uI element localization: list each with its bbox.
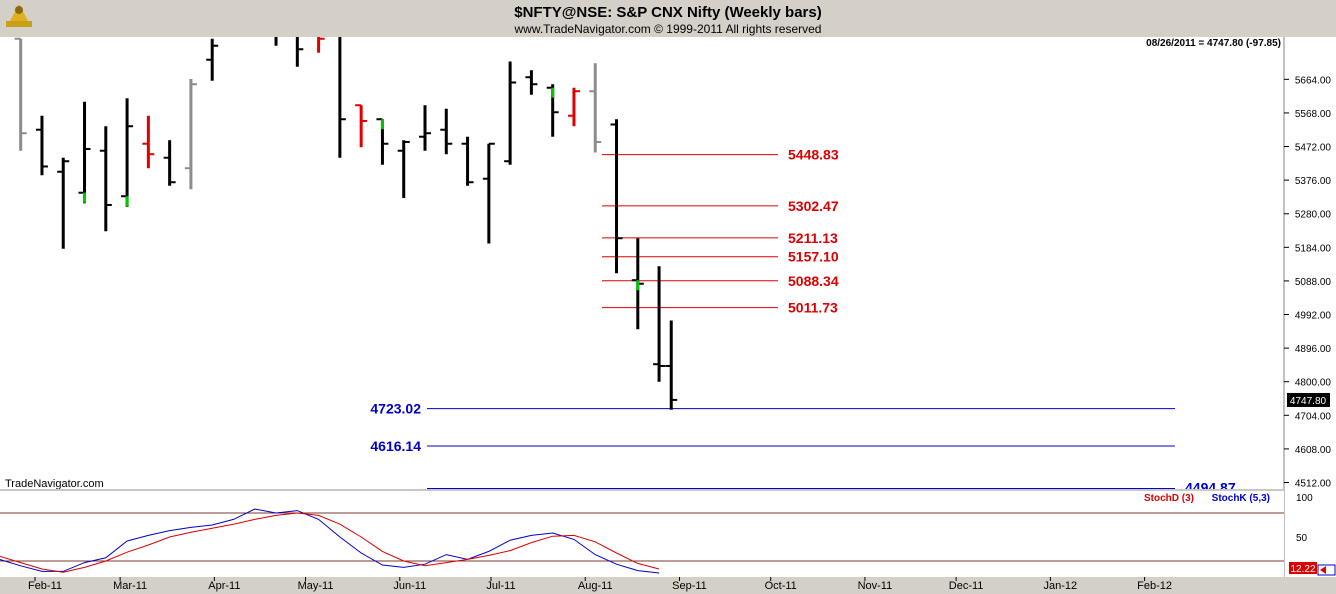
last-quote: 08/26/2011 = 4747.80 (-97.85) bbox=[1146, 38, 1281, 49]
price-bars bbox=[14, 37, 678, 410]
ohlc-bar bbox=[206, 38, 219, 81]
ohlc-bar bbox=[397, 140, 410, 198]
watermark: TradeNavigator.com bbox=[5, 478, 104, 490]
ohlc-bar bbox=[440, 108, 453, 155]
y-tick-label: 5280.00 bbox=[1295, 210, 1332, 221]
ohlc-bar bbox=[546, 84, 559, 137]
trade-navigator-logo bbox=[6, 4, 32, 27]
ohlc-bar bbox=[482, 142, 495, 244]
legend-stochd: StochD (3) bbox=[1144, 493, 1194, 504]
price-panel bbox=[0, 37, 1284, 489]
y-tick-label: 5376.00 bbox=[1295, 176, 1332, 187]
ohlc-bar bbox=[665, 320, 678, 410]
x-axis-ticks: Feb-11 Mar-11 Apr-11 May-11 Jun-11 Jul-11 Aug-… bbox=[28, 577, 1172, 592]
x-tick-label: Jan-12 bbox=[1044, 580, 1078, 592]
x-tick-label: Feb-11 bbox=[28, 580, 62, 592]
stochastic-axis: 100 50 bbox=[1296, 493, 1313, 544]
x-tick-label: Sep-11 bbox=[672, 580, 707, 592]
ohlc-bar bbox=[376, 118, 389, 165]
ohlc-bar bbox=[142, 115, 155, 169]
ohlc-bar bbox=[610, 119, 623, 274]
level-label: 5011.73 bbox=[788, 300, 838, 316]
y-tick-label: 4512.00 bbox=[1295, 479, 1332, 490]
ohlc-bar bbox=[419, 105, 431, 151]
stoch-tick-label: 50 bbox=[1296, 533, 1308, 544]
copyright-text: www.TradeNavigator.com © 1999-2011 All r… bbox=[514, 22, 822, 36]
ohlc-bar bbox=[653, 266, 666, 382]
level-label: 4616.14 bbox=[370, 438, 421, 454]
stochd-line bbox=[0, 512, 660, 573]
level-label: 4723.02 bbox=[370, 401, 421, 417]
last-price-tag-text: 4747.80 bbox=[1290, 396, 1327, 407]
level-label: 5302.47 bbox=[788, 198, 839, 214]
level-label: 5157.10 bbox=[788, 249, 839, 265]
ohlc-bar bbox=[567, 87, 580, 127]
level-label: 5448.83 bbox=[788, 147, 839, 163]
price-axis bbox=[1284, 37, 1336, 577]
y-tick-label: 4992.00 bbox=[1295, 311, 1332, 322]
ohlc-bar bbox=[57, 157, 70, 249]
x-tick-label: Mar-11 bbox=[113, 580, 147, 592]
ohlc-bar bbox=[525, 70, 538, 95]
panel-separator bbox=[0, 489, 1284, 491]
level-label: 5211.13 bbox=[788, 230, 838, 246]
ohlc-bar bbox=[99, 126, 112, 232]
y-tick-label: 4704.00 bbox=[1295, 411, 1332, 422]
y-tick-label: 5664.00 bbox=[1295, 75, 1332, 86]
stoch-value-tag-text: 12.22 bbox=[1290, 564, 1315, 575]
ohlc-bar bbox=[589, 63, 602, 153]
stochk-line bbox=[0, 508, 660, 574]
x-tick-label: Apr-11 bbox=[208, 580, 240, 592]
ohlc-bar bbox=[14, 37, 27, 151]
x-tick-label: May-11 bbox=[298, 580, 334, 592]
ohlc-bar bbox=[35, 115, 48, 176]
ohlc-bar bbox=[355, 104, 368, 148]
y-tick-label: 5184.00 bbox=[1295, 243, 1332, 254]
y-tick-label: 5568.00 bbox=[1295, 109, 1332, 120]
ohlc-bar bbox=[631, 238, 644, 330]
y-tick-label: 5088.00 bbox=[1295, 277, 1332, 288]
y-tick-label: 4608.00 bbox=[1295, 445, 1332, 456]
x-tick-label: Aug-11 bbox=[578, 580, 613, 592]
ohlc-bar bbox=[461, 136, 474, 186]
x-tick-label: Oct-11 bbox=[765, 580, 797, 592]
y-tick-label: 5472.00 bbox=[1295, 143, 1332, 154]
ohlc-bar bbox=[121, 98, 134, 207]
ohlc-bar bbox=[184, 78, 197, 190]
x-tick-label: Dec-11 bbox=[949, 580, 984, 592]
x-tick-label: Jul-11 bbox=[486, 580, 515, 592]
ohlc-bar bbox=[295, 37, 304, 67]
price-levels: 5448.83 5302.47 5211.13 5157.10 5088.34 5011.… bbox=[370, 147, 1235, 496]
stochastic-panel bbox=[0, 491, 1284, 577]
y-tick-label: 4800.00 bbox=[1295, 378, 1332, 389]
stoch-value-tag: 12.22 bbox=[1289, 562, 1317, 575]
y-axis-ticks: 5664.00 5568.00 5472.00 5376.00 5280.00 5184.… bbox=[1284, 75, 1332, 490]
legend-stochk: StochK (5,3) bbox=[1212, 493, 1270, 504]
x-tick-label: Feb-12 bbox=[1137, 580, 1172, 592]
date-axis bbox=[0, 577, 1336, 594]
ohlc-bar bbox=[338, 37, 346, 158]
level-label: 5088.34 bbox=[788, 273, 839, 289]
last-price-tag: 4747.80 bbox=[1287, 392, 1330, 407]
ohlc-bar bbox=[317, 37, 325, 53]
stoch-tick-label: 100 bbox=[1296, 493, 1313, 504]
stochastic-lines bbox=[0, 508, 1284, 574]
ohlc-bar bbox=[163, 140, 176, 186]
ohlc-bar bbox=[78, 101, 91, 204]
x-tick-label: Jun-11 bbox=[393, 580, 426, 592]
y-tick-label: 4896.00 bbox=[1295, 344, 1332, 355]
chart-title: $NFTY@NSE: S&P CNX Nifty (Weekly bars) bbox=[514, 4, 821, 21]
scroll-arrow-icon[interactable] bbox=[1317, 564, 1336, 576]
x-tick-label: Nov-11 bbox=[858, 580, 893, 592]
ohlc-bar bbox=[504, 61, 517, 165]
header-background bbox=[0, 0, 1336, 37]
